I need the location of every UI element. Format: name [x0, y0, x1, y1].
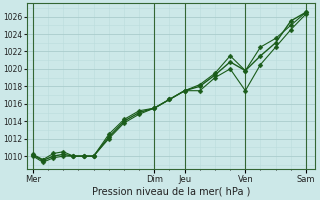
X-axis label: Pression niveau de la mer( hPa ): Pression niveau de la mer( hPa )	[92, 187, 250, 197]
